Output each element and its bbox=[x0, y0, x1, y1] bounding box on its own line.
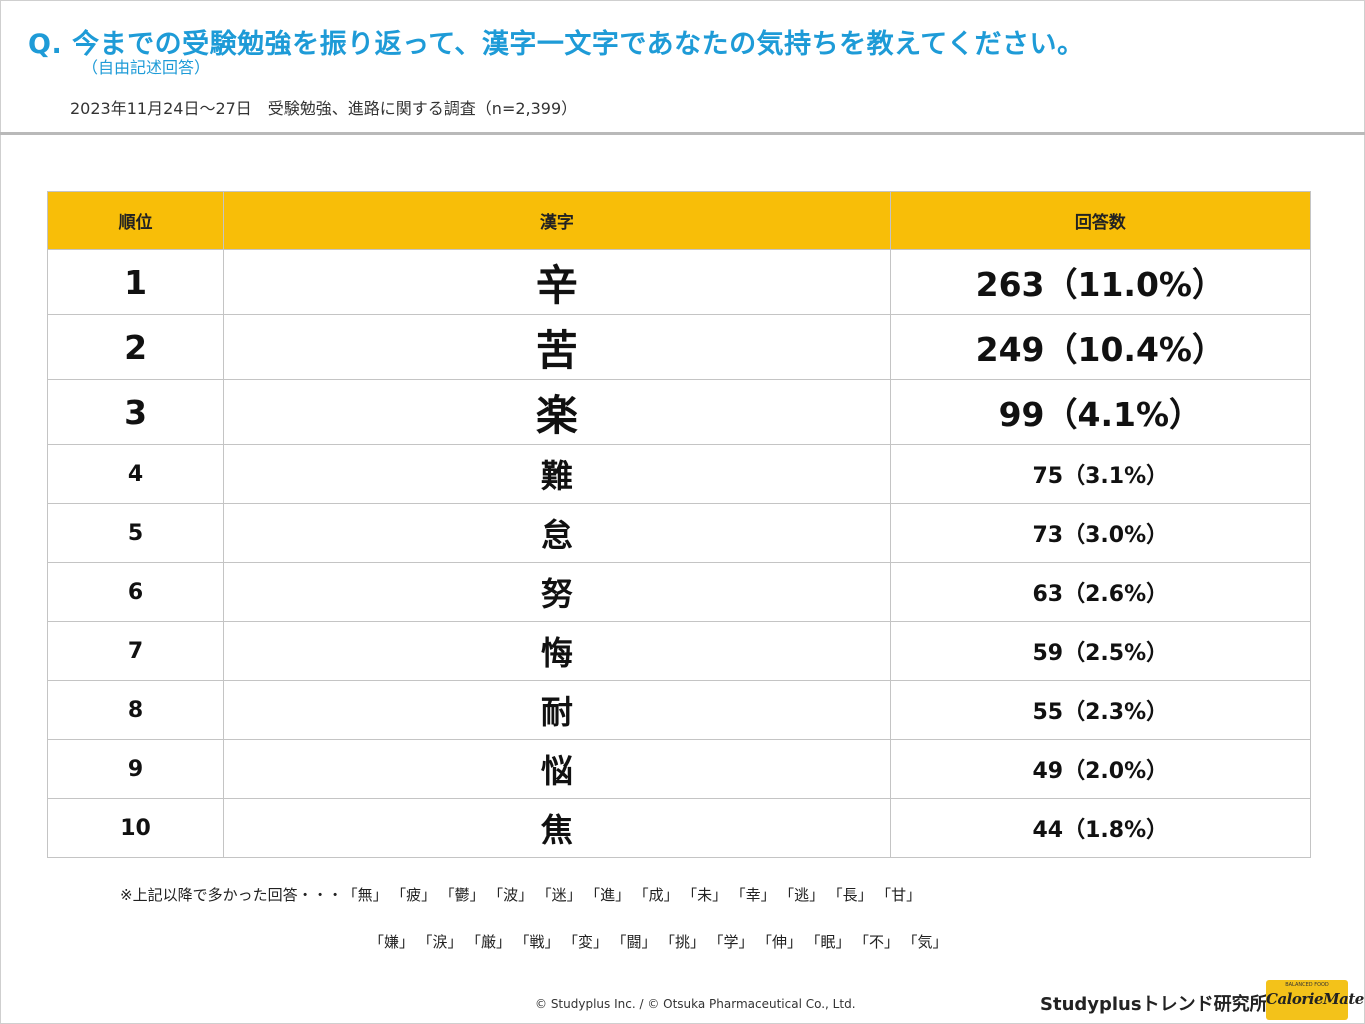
rank-cell: 7 bbox=[46, 621, 225, 681]
kanji-cell: 悩 bbox=[223, 739, 891, 799]
count-cell: 44（1.8%） bbox=[889, 798, 1312, 858]
other-answer: 「鬱」 bbox=[439, 886, 485, 904]
count-cell: 249（10.4%） bbox=[889, 314, 1312, 380]
other-answer: 「無」 bbox=[342, 886, 388, 904]
count-cell: 99（4.1%） bbox=[889, 379, 1312, 445]
other-answer: 「嫌」 bbox=[369, 933, 415, 951]
rank-cell: 1 bbox=[46, 249, 225, 315]
rank-cell: 6 bbox=[46, 562, 225, 622]
survey-info: 2023年11月24日～27日 受験勉強、進路に関する調査（n=2,399） bbox=[70, 99, 578, 118]
brand-name: Studyplusトレンド研究所 bbox=[1040, 994, 1268, 1015]
caloriemate-logo: BALANCED FOOD CalorieMate bbox=[1266, 980, 1364, 1020]
kanji-cell: 辛 bbox=[223, 249, 891, 315]
other-answer: 「疲」 bbox=[391, 886, 437, 904]
rank-cell: 8 bbox=[46, 680, 225, 740]
other-answer: 「学」 bbox=[708, 933, 754, 951]
other-answer: 「闘」 bbox=[611, 933, 657, 951]
rank-cell: 9 bbox=[46, 739, 225, 799]
count-cell: 73（3.0%） bbox=[889, 503, 1312, 563]
other-answer: 「変」 bbox=[563, 933, 609, 951]
other-answer: 「逃」 bbox=[779, 886, 825, 904]
rank-cell: 3 bbox=[46, 379, 225, 445]
other-answer: 「気」 bbox=[902, 933, 948, 951]
other-answer: 「未」 bbox=[682, 886, 728, 904]
table-header-row: 順位 漢字 回答数 bbox=[46, 191, 1312, 250]
table-row: 1 辛 263（11.0%） bbox=[46, 249, 1312, 315]
kanji-cell: 努 bbox=[223, 562, 891, 622]
table-row: 10 焦 44（1.8%） bbox=[46, 798, 1312, 858]
other-answer: 「涙」 bbox=[417, 933, 463, 951]
kanji-cell: 難 bbox=[223, 444, 891, 504]
table-row: 7 悔 59（2.5%） bbox=[46, 621, 1312, 681]
slide-header: Q. 今までの受験勉強を振り返って、漢字一文字であなたの気持ちを教えてください。… bbox=[0, 0, 1365, 133]
other-answer: 「甘」 bbox=[876, 886, 922, 904]
count-cell: 49（2.0%） bbox=[889, 739, 1312, 799]
header-count: 回答数 bbox=[889, 191, 1312, 250]
count-cell: 263（11.0%） bbox=[889, 249, 1312, 315]
rank-cell: 4 bbox=[46, 444, 225, 504]
other-answer: 「幸」 bbox=[730, 886, 776, 904]
other-answer: 「成」 bbox=[633, 886, 679, 904]
kanji-cell: 怠 bbox=[223, 503, 891, 563]
other-answer: 「進」 bbox=[585, 886, 631, 904]
rank-cell: 10 bbox=[46, 798, 225, 858]
table-row: 8 耐 55（2.3%） bbox=[46, 680, 1312, 740]
rank-cell: 5 bbox=[46, 503, 225, 563]
table-row: 5 怠 73（3.0%） bbox=[46, 503, 1312, 563]
other-answer: 「厳」 bbox=[466, 933, 512, 951]
header-divider bbox=[0, 132, 1365, 135]
header-rank: 順位 bbox=[46, 191, 225, 250]
count-cell: 59（2.5%） bbox=[889, 621, 1312, 681]
ranking-table: 順位 漢字 回答数 1 辛 263（11.0%） 2 苦 249（10.4%） … bbox=[46, 191, 1312, 858]
other-answer: 「伸」 bbox=[757, 933, 803, 951]
table-row: 3 楽 99（4.1%） bbox=[46, 379, 1312, 445]
kanji-cell: 悔 bbox=[223, 621, 891, 681]
header-kanji: 漢字 bbox=[223, 191, 891, 250]
other-answer: 「迷」 bbox=[536, 886, 582, 904]
count-cell: 63（2.6%） bbox=[889, 562, 1312, 622]
table-row: 9 悩 49（2.0%） bbox=[46, 739, 1312, 799]
other-answer: 「波」 bbox=[488, 886, 534, 904]
kanji-cell: 苦 bbox=[223, 314, 891, 380]
other-answers-prefix: ※上記以降で多かった回答・・・ bbox=[120, 886, 343, 904]
logo-subtext: BALANCED FOOD bbox=[1285, 982, 1329, 988]
other-answers-line-2: 「嫌」 「涙」 「厳」 「戦」 「変」 「闘」 「挑」 「学」 「伸」 「眠」 「不」 「気」 bbox=[369, 931, 951, 952]
kanji-cell: 楽 bbox=[223, 379, 891, 445]
other-answers-line-1: ※上記以降で多かった回答・・・「無」 「疲」 「鬱」 「波」 「迷」 「進」 「成」 「未」「… bbox=[120, 884, 925, 905]
other-answer: 「不」 bbox=[854, 933, 900, 951]
logo-text: CalorieMate bbox=[1266, 990, 1364, 1008]
copyright-notice: © Studyplus Inc. / © Otsuka Pharmaceutic… bbox=[535, 997, 856, 1011]
table-row: 4 難 75（3.1%） bbox=[46, 444, 1312, 504]
table-row: 6 努 63（2.6%） bbox=[46, 562, 1312, 622]
question-title: Q. 今までの受験勉強を振り返って、漢字一文字であなたの気持ちを教えてください。 bbox=[28, 29, 1085, 60]
kanji-cell: 耐 bbox=[223, 680, 891, 740]
other-answer: 「眠」 bbox=[805, 933, 851, 951]
count-cell: 55（2.3%） bbox=[889, 680, 1312, 740]
question-note: （自由記述回答） bbox=[82, 58, 211, 77]
other-answer: 「戦」 bbox=[514, 933, 560, 951]
rank-cell: 2 bbox=[46, 314, 225, 380]
other-answer: 「長」 bbox=[827, 886, 873, 904]
other-answer: 「挑」 bbox=[660, 933, 706, 951]
count-cell: 75（3.1%） bbox=[889, 444, 1312, 504]
table-row: 2 苦 249（10.4%） bbox=[46, 314, 1312, 380]
kanji-cell: 焦 bbox=[223, 798, 891, 858]
